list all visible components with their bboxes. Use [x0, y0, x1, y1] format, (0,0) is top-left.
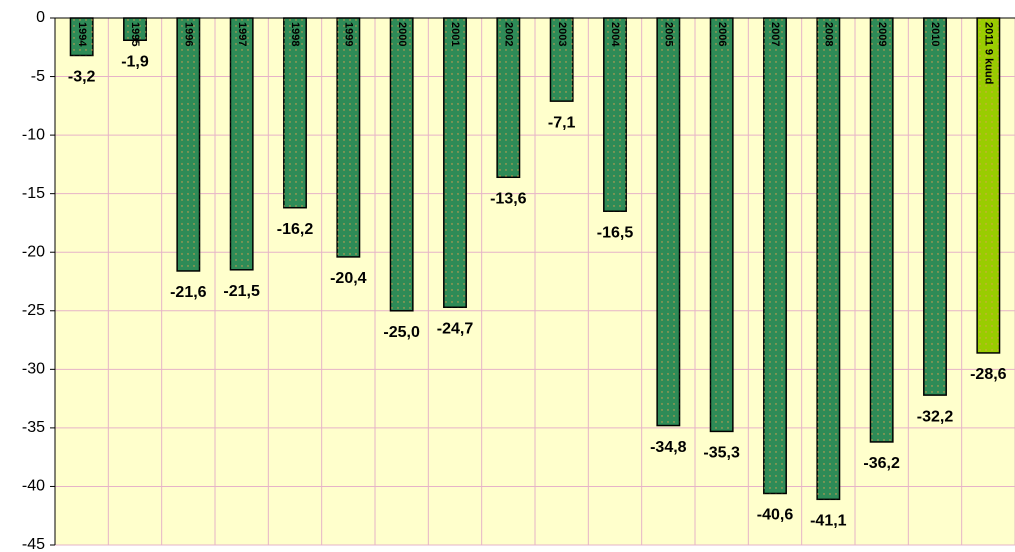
bar-texture: [70, 18, 93, 56]
value-label: -7,1: [548, 114, 576, 131]
bar-texture: [657, 18, 680, 426]
value-label: -13,6: [490, 190, 527, 207]
bar-texture: [923, 18, 947, 396]
bar-texture: [710, 18, 733, 432]
value-label: -16,5: [597, 224, 634, 241]
y-tick-label: -40: [22, 478, 45, 495]
category-label: 1994: [76, 22, 88, 47]
value-label: -21,5: [223, 283, 260, 300]
bar-texture: [870, 18, 893, 442]
value-label: -40,6: [757, 507, 794, 524]
bar-texture: [390, 18, 413, 311]
value-label: -32,2: [917, 408, 954, 425]
bar-texture: [337, 18, 360, 257]
value-label: -20,4: [330, 270, 367, 287]
value-label: -24,7: [437, 320, 474, 337]
category-label: 2002: [502, 22, 514, 46]
value-label: -16,2: [277, 221, 314, 238]
category-label: 2010: [929, 22, 941, 46]
category-label: 2004: [609, 22, 621, 47]
y-tick-label: -35: [22, 419, 45, 436]
category-label: 1999: [342, 22, 354, 46]
bar-texture: [123, 18, 147, 41]
bar-texture: [177, 18, 200, 271]
value-label: -3,2: [68, 69, 96, 86]
bar-texture: [763, 18, 787, 494]
category-label: 2007: [769, 22, 781, 46]
category-label: 1998: [289, 22, 301, 46]
value-label: -41,1: [810, 513, 847, 530]
y-tick-label: -25: [22, 302, 45, 319]
category-label: 2001: [449, 22, 461, 46]
y-tick-label: -20: [22, 243, 45, 260]
bar-texture: [497, 18, 520, 178]
value-label: -34,8: [650, 439, 687, 456]
bar-texture: [283, 18, 307, 208]
category-label: 2000: [396, 22, 408, 46]
category-label: 1996: [182, 22, 194, 46]
category-label: 2006: [716, 22, 728, 46]
y-tick-label: -45: [22, 536, 45, 552]
value-label: -28,6: [970, 366, 1007, 383]
value-label: -1,9: [121, 53, 149, 70]
value-label: -25,0: [383, 324, 420, 341]
bar-texture: [550, 18, 573, 102]
category-label: 2008: [822, 22, 834, 46]
bar-texture: [817, 18, 840, 500]
value-label: -36,2: [863, 455, 900, 472]
category-label: 2009: [876, 22, 888, 46]
y-tick-label: -10: [22, 126, 45, 143]
value-label: -21,6: [170, 284, 207, 301]
category-label: 2011 9 kuud: [982, 22, 994, 84]
bar-texture: [603, 18, 627, 212]
bar-texture: [230, 18, 253, 270]
y-tick-label: -30: [22, 361, 45, 378]
category-label: 1995: [129, 22, 141, 46]
value-label: -35,3: [703, 445, 740, 462]
category-label: 2005: [662, 22, 674, 46]
bar-texture: [443, 18, 467, 308]
category-label: 2003: [556, 22, 568, 46]
category-label: 1997: [236, 22, 248, 46]
y-tick-label: 0: [36, 9, 45, 26]
y-tick-label: -15: [22, 185, 45, 202]
bar-texture: [977, 18, 1000, 353]
y-tick-label: -5: [31, 68, 45, 85]
